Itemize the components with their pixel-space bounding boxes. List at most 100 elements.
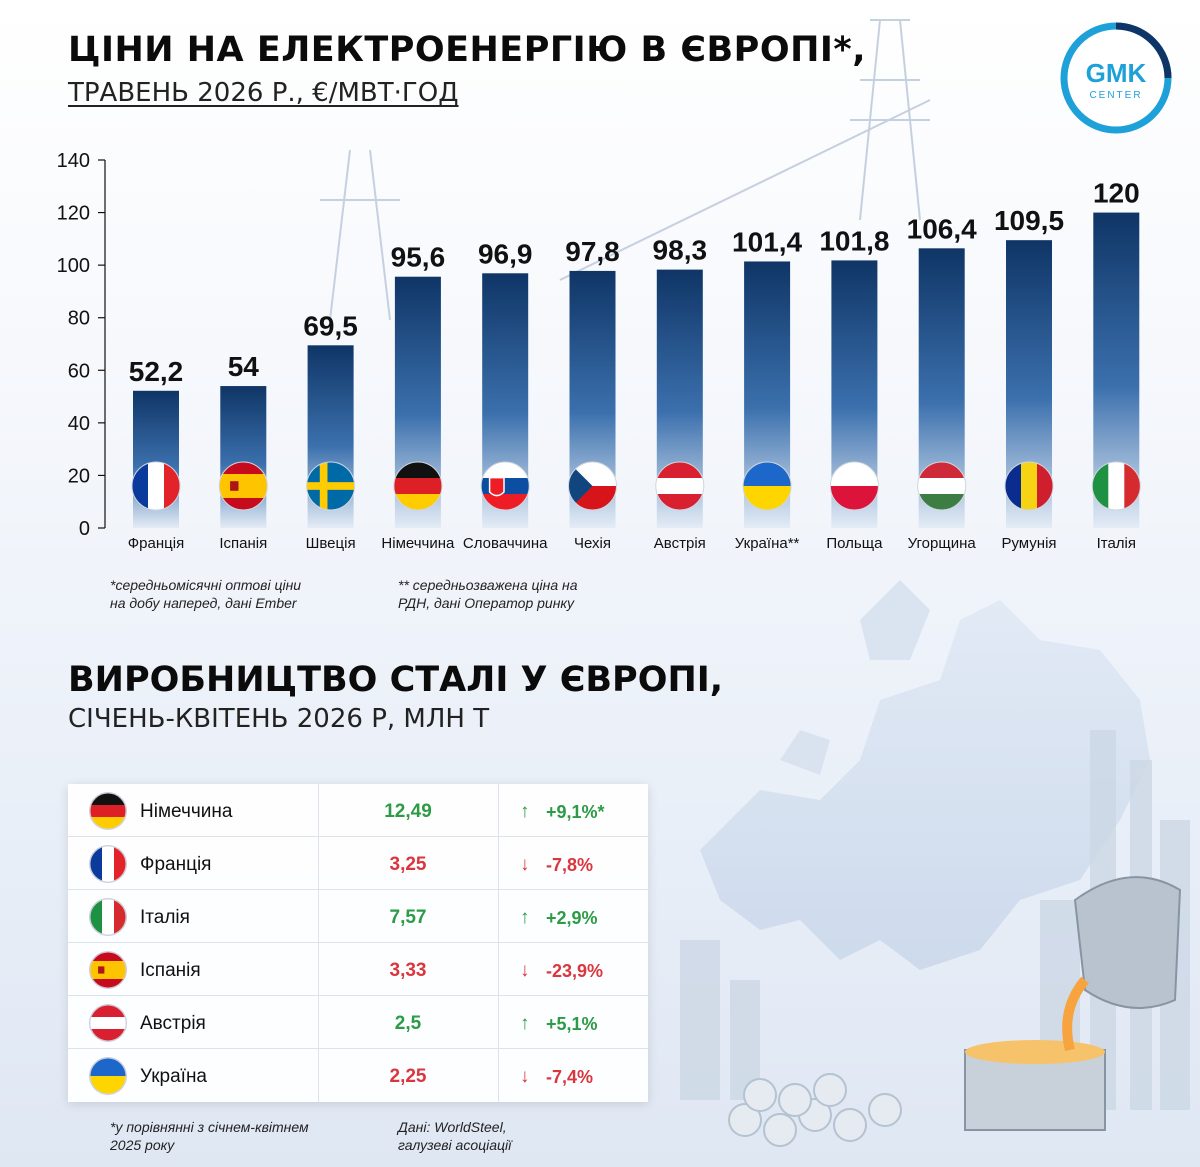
logo-text-gmk: GMK: [1086, 58, 1147, 88]
country-name: Австрія: [140, 1013, 206, 1034]
steel-section-subtitle: СІЧЕНЬ-КВІТЕНЬ 2026 Р, МЛН Т: [68, 704, 490, 734]
table-row: Франція 3,25 ↓ -7,8%: [68, 837, 648, 890]
change-percent: +2,9%: [546, 908, 598, 928]
steel-section-title: ВИРОБНИЦТВО СТАЛІ У ЄВРОПІ,: [68, 660, 724, 700]
production-value: 3,25: [389, 854, 427, 875]
change-percent: -7,8%: [546, 855, 594, 875]
x-category-label: Німеччина: [381, 535, 455, 552]
x-category-label: Швеція: [306, 535, 356, 552]
bar-group: 97,8 Чехія: [565, 236, 620, 552]
bar-value-label: 98,3: [653, 235, 708, 266]
flag-at-icon: [90, 1005, 126, 1041]
flag-pl-icon: [829, 461, 879, 511]
bar-value-label: 106,4: [907, 213, 977, 244]
change-percent: +5,1%: [546, 1014, 598, 1034]
flag-fr-icon: [131, 461, 181, 511]
y-tick-label: 0: [79, 518, 90, 540]
table-row: Італія 7,57 ↑ +2,9%: [68, 890, 648, 943]
flag-es-icon: [90, 952, 126, 988]
change-percent: -23,9%: [546, 961, 604, 981]
production-value: 7,57: [389, 907, 427, 928]
flag-at-icon: [655, 461, 705, 511]
table-row: Іспанія 3,33 ↓ -23,9%: [68, 943, 648, 996]
bar-value-label: 97,8: [565, 236, 620, 267]
flag-fr-icon: [90, 846, 126, 882]
bar-group: 95,6 Німеччина: [381, 242, 455, 552]
country-name: Італія: [140, 907, 190, 928]
steel-source-line1: Дані: WorldSteel,: [398, 1119, 507, 1135]
steel-footnote-line2: 2025 року: [110, 1137, 175, 1153]
flag-cz-icon: [568, 461, 617, 511]
steel-source-line2: галузеві асоціації: [398, 1137, 512, 1153]
production-value: 2,5: [394, 1013, 422, 1034]
electricity-price-bar-chart: 0 20 40 60 80 100 120 140 52,2 Франція 54 Іспанія 6…: [57, 150, 1141, 552]
country-name: Німеччина: [140, 801, 233, 822]
country-name: Україна: [140, 1066, 208, 1087]
x-category-label: Румунія: [1001, 535, 1056, 552]
bar-value-label: 120: [1093, 178, 1140, 209]
y-tick-label: 60: [68, 360, 90, 382]
flag-es-icon: [218, 461, 268, 511]
x-category-label: Словаччина: [463, 535, 548, 552]
chart-subtitle: ТРАВЕНЬ 2026 Р., €/МВТ·ГОД: [68, 78, 459, 108]
steel-production-table: Німеччина 12,49 ↑ +9,1%* Франція 3,25 ↓ -7,8% Іт…: [68, 784, 648, 1102]
change-percent: +9,1%*: [546, 802, 605, 822]
flag-ro-icon: [1004, 461, 1054, 511]
column-divider: [498, 996, 499, 1048]
bar-value-label: 101,8: [819, 225, 889, 256]
arrow-up-icon: ↑: [520, 907, 530, 928]
table-row: Україна 2,25 ↓ -7,4%: [68, 1049, 648, 1102]
column-divider: [318, 784, 319, 836]
column-divider: [318, 943, 319, 995]
table-row: Німеччина 12,49 ↑ +9,1%*: [68, 784, 648, 837]
chart-footnote-2-line2: РДН, дані Оператор ринку: [398, 595, 575, 611]
bar-value-label: 96,9: [478, 238, 533, 269]
arrow-up-icon: ↑: [520, 1013, 530, 1034]
column-divider: [318, 837, 319, 889]
chart-footnote-1-line1: *середньомісячні оптові ціни: [110, 577, 302, 593]
column-divider: [498, 890, 499, 942]
bar-group: 101,8 Польща: [819, 225, 889, 552]
flag-ua-icon: [90, 1058, 126, 1094]
y-tick-label: 120: [57, 203, 90, 225]
steel-footnote-line1: *у порівнянні з січнем-квітнем: [110, 1119, 309, 1135]
x-category-label: Іспанія: [219, 535, 267, 552]
column-divider: [318, 1049, 319, 1102]
x-category-label: Чехія: [574, 535, 611, 552]
x-category-label: Угорщина: [908, 535, 977, 552]
bar-group: 109,5 Румунія: [994, 205, 1064, 552]
bar-value-label: 95,6: [391, 242, 446, 273]
country-name: Франція: [140, 854, 212, 875]
y-tick-label: 80: [68, 308, 90, 330]
chart-footnote-2: ** середньозважена ціна на РДН, дані Опе…: [398, 576, 578, 612]
bar-value-label: 54: [228, 351, 260, 382]
chart-footnote-2-line1: ** середньозважена ціна на: [398, 577, 578, 593]
table-row: Австрія 2,5 ↑ +5,1%: [68, 996, 648, 1049]
x-category-label: Італія: [1097, 535, 1136, 552]
chart-footnote-1-line2: на добу наперед, дані Ember: [110, 595, 297, 611]
bar-value-label: 69,5: [303, 310, 358, 341]
y-tick-label: 140: [57, 150, 90, 172]
x-category-label: Україна**: [735, 535, 800, 552]
chart-title: ЦІНИ НА ЕЛЕКТРОЕНЕРГІЮ В ЄВРОПІ*,: [68, 30, 867, 70]
y-tick-label: 100: [57, 255, 90, 277]
production-value: 2,25: [389, 1066, 427, 1087]
steel-source: Дані: WorldSteel, галузеві асоціації: [398, 1118, 511, 1154]
column-divider: [498, 943, 499, 995]
bar-group: 106,4 Угорщина: [907, 213, 977, 552]
flag-hu-icon: [917, 461, 967, 511]
y-tick-label: 20: [68, 465, 90, 487]
arrow-down-icon: ↓: [520, 1066, 530, 1087]
flag-de-icon: [393, 461, 443, 511]
arrow-up-icon: ↑: [520, 801, 530, 822]
column-divider: [498, 784, 499, 836]
chart-footnote-1: *середньомісячні оптові ціни на добу нап…: [110, 576, 301, 612]
arrow-down-icon: ↓: [520, 960, 530, 981]
y-tick-label: 40: [68, 413, 90, 435]
flag-ua-icon: [742, 461, 792, 511]
gmk-center-logo: GMK CENTER: [1060, 22, 1172, 134]
bar-group: 96,9 Словаччина: [463, 238, 548, 552]
arrow-down-icon: ↓: [520, 854, 530, 875]
logo-text-center: CENTER: [1089, 90, 1142, 101]
